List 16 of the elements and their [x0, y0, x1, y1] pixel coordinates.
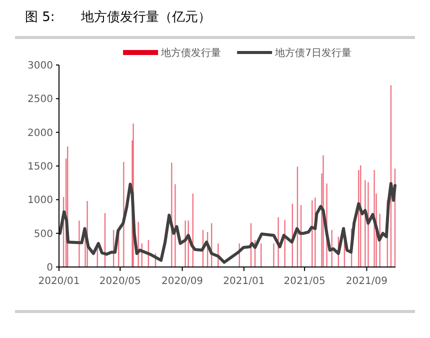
x-tick-label: 2021/05: [284, 276, 326, 287]
legend-label: 地方债7日发行量: [274, 47, 352, 59]
y-tick-label: 2000: [28, 128, 53, 139]
x-tick-label: 2021/09: [346, 276, 388, 287]
y-tick-label: 1500: [28, 162, 53, 172]
x-tick-label: 2020/09: [162, 276, 204, 287]
y-tick-label: 2500: [28, 94, 53, 106]
legend-label: 地方债发行量: [160, 47, 222, 59]
y-tick-label: 1000: [28, 195, 53, 206]
y-tick-label: 0: [46, 262, 53, 274]
y-tick-label: 3000: [28, 60, 53, 72]
x-tick-label: 2021/01: [223, 276, 265, 287]
x-tick-label: 2020/05: [99, 276, 141, 287]
y-tick-label: 500: [34, 228, 53, 240]
x-tick-label: 2020/01: [38, 276, 80, 287]
chart-title: 图 5: 地方债发行量（亿元）: [25, 9, 211, 25]
